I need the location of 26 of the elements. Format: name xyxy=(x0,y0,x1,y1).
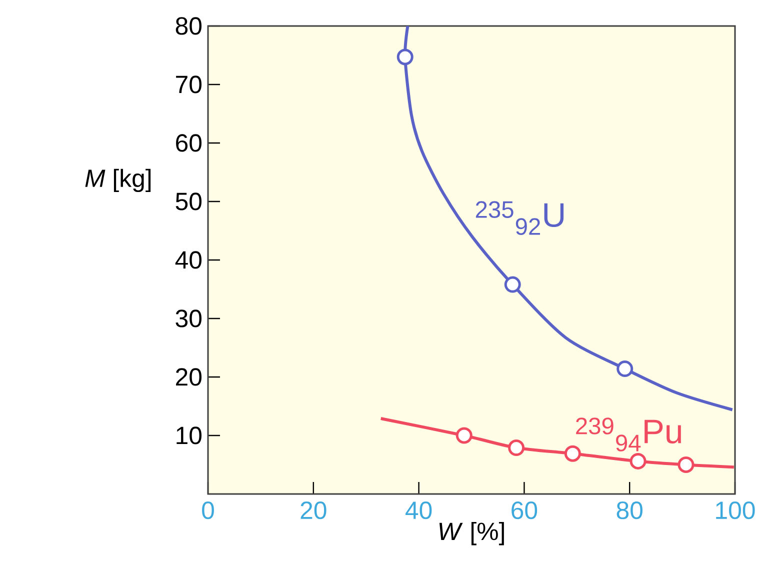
y-tick-label: 70 xyxy=(176,76,202,94)
y-tick-label: 80 xyxy=(176,17,202,35)
x-tick-label: 0 xyxy=(202,502,214,520)
x-tick-label: 80 xyxy=(616,502,642,520)
point xyxy=(630,452,646,470)
y-axis-title: M [kg] xyxy=(85,168,151,192)
x-tick-label: 100 xyxy=(716,502,755,520)
x-axis-title: W [%] xyxy=(439,522,504,546)
x-tick-label: 60 xyxy=(512,502,538,520)
point xyxy=(396,48,414,66)
point xyxy=(616,360,634,378)
y-tick-label: 10 xyxy=(176,426,202,444)
series-label: 235$_{92}$U xyxy=(476,201,564,235)
point xyxy=(564,445,581,462)
point xyxy=(678,456,694,473)
x-tick-label: 20 xyxy=(300,502,326,520)
y-tick-label: 60 xyxy=(176,134,202,152)
y-tick-label: 40 xyxy=(175,251,202,269)
y-tick-label: 20 xyxy=(176,368,202,386)
point xyxy=(508,440,525,456)
point xyxy=(504,276,521,293)
point xyxy=(456,427,472,444)
x-tick-label: 40 xyxy=(406,502,432,520)
y-tick-label: 30 xyxy=(176,310,202,328)
y-tick-label: 50 xyxy=(176,192,202,210)
series-label: 239$_{94}$Pu xyxy=(576,418,682,452)
